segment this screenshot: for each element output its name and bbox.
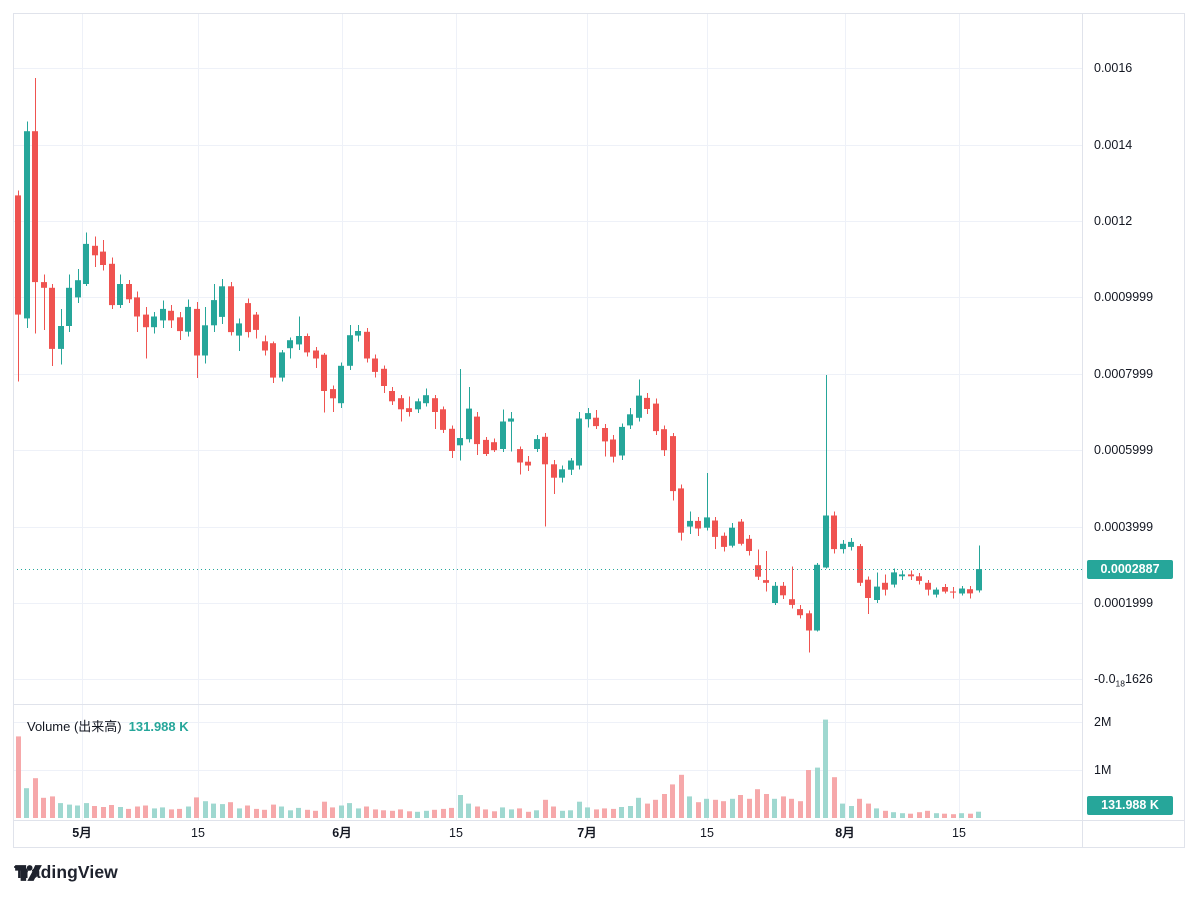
price-tick-label: -0.0181626 — [1094, 672, 1153, 689]
price-tick-label: 0.0005999 — [1094, 443, 1154, 458]
price-tick-label: 0.0003999 — [1094, 519, 1154, 534]
price-axis[interactable]: 0.0016 0.0014 0.0012 0.0009999 0.0007999 0.00… — [1082, 13, 1199, 820]
volume-tick-label: 2M — [1094, 715, 1112, 729]
volume-legend-value: 131.988 K — [128, 719, 189, 734]
time-tick-month: 6月 — [332, 826, 352, 840]
time-axis[interactable]: 5月 15 6月 15 7月 15 8月 15 — [13, 820, 1082, 848]
volume-tick-label: 1M — [1094, 763, 1112, 777]
price-tick-label: 0.0009999 — [1094, 290, 1154, 305]
time-tick-day: 15 — [449, 826, 463, 840]
time-tick-day: 15 — [700, 826, 714, 840]
time-tick-month: 5月 — [72, 826, 92, 840]
price-tick-label: 0.0014 — [1094, 137, 1133, 152]
price-tick-label: 0.0001999 — [1094, 596, 1154, 611]
time-tick-day: 15 — [952, 826, 966, 840]
last-price-badge: 0.0002887 — [1087, 559, 1173, 579]
volume-legend: Volume (出来高) 131.988 K — [27, 716, 189, 735]
tradingview-logo-icon — [15, 865, 42, 881]
price-tick-label: 0.0012 — [1094, 214, 1133, 228]
time-tick-month: 8月 — [835, 826, 855, 840]
last-volume-badge: 131.988 K — [1087, 796, 1173, 815]
time-tick-day: 15 — [191, 826, 205, 840]
price-tick-label: 0.0007999 — [1094, 366, 1154, 381]
price-tick-label: 0.0016 — [1094, 61, 1133, 76]
tradingview-logo[interactable]: TradingView — [14, 862, 118, 883]
volume-legend-title: Volume (出来高) — [27, 719, 122, 734]
time-tick-month: 7月 — [577, 826, 597, 840]
